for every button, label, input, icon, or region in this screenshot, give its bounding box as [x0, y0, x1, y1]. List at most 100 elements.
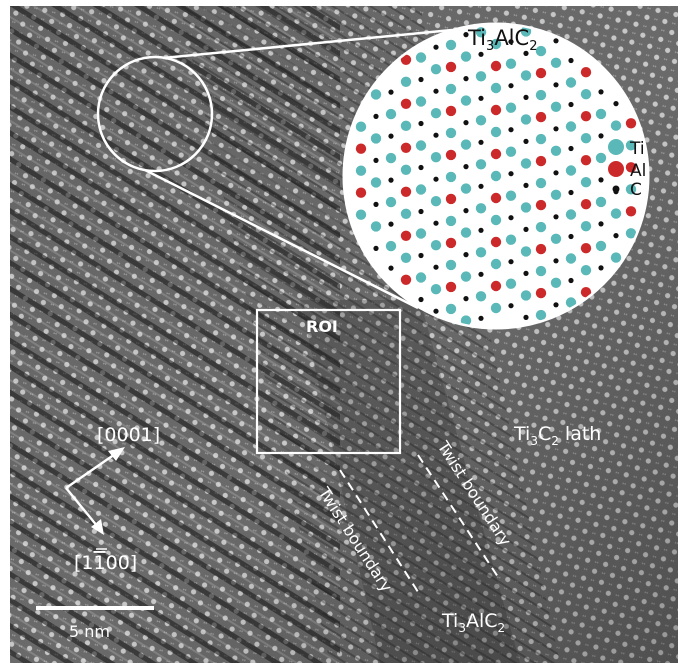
ti-atom [445, 39, 457, 51]
ti-atom [475, 291, 487, 302]
ti-atom [520, 202, 532, 213]
al-atom [580, 155, 592, 166]
ti-atom [415, 140, 427, 151]
ti-atom [535, 265, 547, 277]
ti-atom [595, 240, 607, 252]
ti-atom [385, 108, 397, 120]
ti-atom [430, 196, 442, 207]
ti-atom [430, 63, 442, 75]
legend-al-marker [608, 161, 624, 177]
c-atom [418, 120, 424, 127]
ti-atom [565, 253, 577, 264]
ti-atom [565, 165, 577, 176]
al-atom [625, 206, 637, 217]
c-atom [553, 214, 559, 220]
ti-atom [430, 108, 442, 119]
ti-atom [445, 303, 457, 315]
ti-atom [400, 208, 412, 219]
c-atom [598, 177, 604, 183]
c-atom [553, 258, 559, 264]
c-atom [553, 82, 559, 88]
ti-atom [385, 240, 397, 252]
ti-atom [565, 209, 577, 220]
ti-atom [415, 228, 427, 239]
ti-atom [550, 277, 562, 288]
ti-atom [565, 77, 577, 88]
zoom-line-bottom [144, 168, 419, 310]
ti-atom [490, 170, 502, 182]
ti-atom [490, 126, 502, 138]
al-atom [490, 192, 502, 204]
al-atom [490, 236, 502, 248]
c-atom [568, 277, 574, 284]
ti3alc2-bottom-label: Ti3AlC2 [441, 610, 505, 635]
ti-atom [475, 27, 487, 38]
ti-atom [475, 71, 487, 82]
ti-atom [415, 272, 427, 283]
c-atom [598, 265, 604, 271]
c-atom [478, 315, 484, 321]
c-atom [418, 252, 424, 259]
ti-atom [535, 45, 547, 57]
c-atom [388, 265, 394, 271]
c-atom [523, 50, 529, 57]
al-atom [580, 287, 592, 298]
c-atom [388, 221, 394, 227]
scale-bar [36, 606, 154, 610]
legend-ti-label: Ti [629, 139, 645, 159]
scale-bar-label: 5 nm [69, 622, 110, 641]
ti-atom [625, 228, 637, 239]
ti-atom [370, 89, 382, 100]
ti-atom [535, 133, 547, 145]
c-atom [568, 101, 574, 108]
ti-atom [415, 52, 427, 63]
c-atom [598, 133, 604, 139]
ti-atom [445, 171, 457, 183]
c-atom [523, 94, 529, 100]
ti-atom [580, 177, 592, 188]
c-atom [433, 308, 439, 314]
al-atom [445, 105, 457, 117]
c-atom [508, 259, 514, 265]
c-atom [373, 113, 379, 119]
ti-atom [370, 221, 382, 232]
al-atom [490, 60, 502, 72]
c-atom [433, 264, 439, 270]
c-atom [478, 271, 484, 277]
direction-arrows [65, 447, 125, 535]
al-atom [355, 187, 367, 198]
ti-atom [400, 252, 412, 263]
c-atom [418, 76, 424, 83]
ti-atom [550, 233, 562, 244]
c-atom [568, 233, 574, 240]
ti-atom [460, 227, 472, 238]
al-atom [535, 199, 547, 211]
ti-atom [370, 177, 382, 188]
ti-atom [610, 120, 622, 131]
arrow-head-1100 [91, 519, 104, 535]
ti-atom [625, 140, 637, 151]
c-atom [373, 201, 379, 207]
c-atom [418, 164, 424, 171]
c-atom [508, 303, 514, 309]
al-atom [535, 287, 547, 299]
twist-boundary-line-2 [417, 454, 501, 581]
c-atom [598, 89, 604, 95]
ti-atom [595, 196, 607, 208]
ti-atom [355, 209, 367, 220]
ti-atom [610, 252, 622, 263]
ti-atom [445, 215, 457, 227]
c-atom [508, 83, 514, 89]
ti-atom [460, 139, 472, 150]
ti-atom [505, 190, 517, 201]
c-atom [523, 270, 529, 276]
ti-atom [475, 159, 487, 170]
c-atom [463, 252, 469, 258]
c-atom [463, 296, 469, 302]
roi-label: ROI [306, 317, 338, 336]
al-atom [400, 54, 412, 65]
ti-atom [535, 177, 547, 189]
zoom-line-top [162, 28, 453, 60]
c-atom [568, 57, 574, 64]
